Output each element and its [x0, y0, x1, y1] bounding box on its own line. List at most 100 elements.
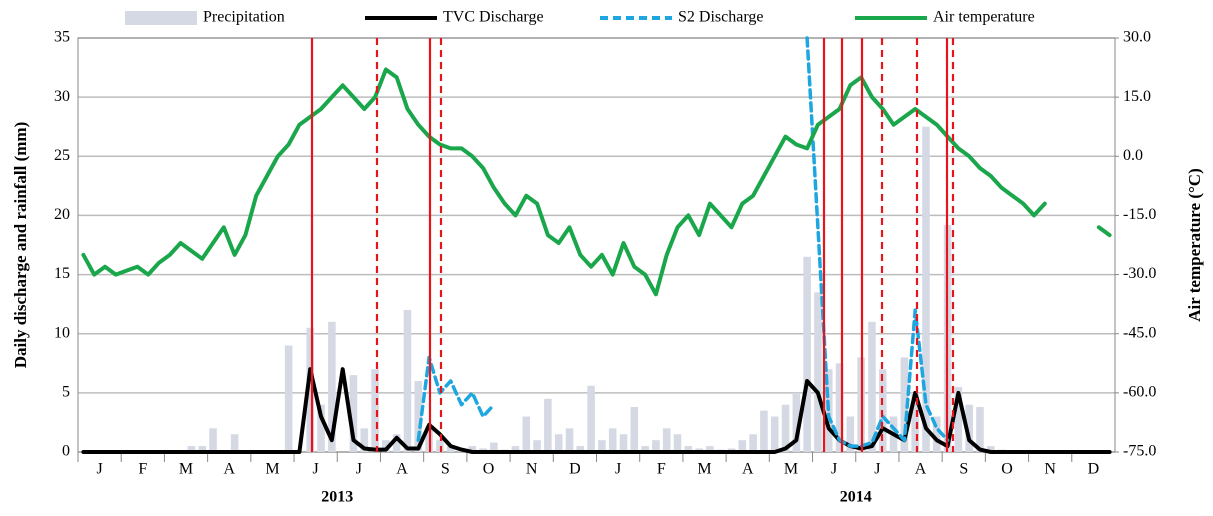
bar: [641, 446, 649, 452]
legend-label: Precipitation: [203, 9, 285, 26]
bar: [900, 357, 909, 452]
bar: [230, 434, 239, 452]
bar: [533, 440, 541, 452]
y2-tick-label: 15.0: [1123, 88, 1151, 105]
line: [81, 367, 1112, 454]
bar: [392, 434, 401, 452]
bar: [468, 446, 477, 452]
bar: [922, 126, 930, 452]
bar: [781, 404, 790, 452]
x-tick-label: J: [615, 461, 621, 478]
x-tick-label: D: [1088, 461, 1100, 478]
x-tick-label: M: [179, 461, 193, 478]
bar: [554, 434, 563, 452]
x-tick-label: F: [657, 461, 666, 478]
bar: [446, 446, 455, 452]
bar: [608, 428, 617, 452]
bar: [976, 407, 984, 452]
bar: [209, 428, 217, 452]
x-tick-label: J: [874, 461, 880, 478]
x-tick-label: A: [396, 461, 408, 478]
bar: [436, 440, 444, 452]
year-label: 2013: [321, 489, 353, 506]
bar: [414, 381, 423, 452]
bar: [619, 434, 628, 452]
legend-label: Air temperature: [933, 9, 1035, 26]
x-tick-label: A: [915, 461, 927, 478]
y-tick-label: 35: [54, 29, 70, 46]
bar: [306, 327, 315, 452]
y2-tick-label: -15.0: [1123, 206, 1156, 223]
bar: [932, 416, 941, 452]
bar: [706, 446, 714, 452]
y2-tick-label: -60.0: [1123, 384, 1156, 401]
bar: [738, 440, 747, 452]
x-tick-label: S: [441, 461, 450, 478]
y-tick-label: 15: [54, 265, 70, 282]
bar: [749, 434, 757, 452]
bar: [587, 385, 595, 452]
bar: [630, 407, 639, 452]
x-tick-label: N: [526, 461, 538, 478]
bar: [511, 446, 520, 452]
bar: [911, 392, 919, 452]
event-lines: [310, 38, 955, 452]
bar: [317, 404, 325, 452]
bar: [187, 446, 196, 452]
bar: [490, 442, 498, 452]
legend-label: TVC Discharge: [443, 9, 544, 26]
bar: [868, 321, 876, 452]
x-tick-label: J: [356, 461, 362, 478]
bar: [954, 386, 963, 452]
y2-tick-label: -75.0: [1123, 443, 1156, 460]
x-tick-label: J: [831, 461, 837, 478]
bar: [382, 440, 390, 452]
bar: [522, 416, 531, 452]
bar: [760, 410, 768, 452]
bar: [360, 428, 369, 452]
bar: [792, 392, 801, 452]
x-tick-label: J: [96, 461, 102, 478]
y2-tick-label: -30.0: [1123, 265, 1156, 282]
x-tick-label: M: [697, 461, 711, 478]
y2-tick-label: -45.0: [1123, 324, 1156, 341]
legend-swatch: [125, 11, 197, 25]
bar: [803, 256, 811, 452]
y-axis-title: Daily discharge and rainfall (mm): [11, 122, 30, 369]
bar: [662, 428, 671, 452]
bar: [198, 446, 207, 452]
y-tick-label: 20: [54, 206, 70, 223]
y2-tick-label: 0.0: [1123, 147, 1143, 164]
y2-tick-label: 30.0: [1123, 29, 1151, 46]
bar: [846, 416, 855, 452]
bar: [814, 292, 822, 452]
x-tick-label: O: [1001, 461, 1013, 478]
bar: [403, 310, 412, 452]
year-label: 2014: [840, 489, 872, 506]
x-tick-label: A: [742, 461, 754, 478]
bar: [328, 321, 336, 452]
bar: [349, 375, 358, 452]
bar: [598, 440, 606, 452]
x-tick-label: J: [313, 461, 319, 478]
x-tick-label: A: [223, 461, 235, 478]
bar: [673, 434, 682, 452]
x-tick-label: N: [1044, 461, 1056, 478]
y-tick-label: 0: [62, 443, 70, 460]
y2-axis-title: Air temperature (°C): [1185, 168, 1204, 321]
x-tick-label: M: [784, 461, 798, 478]
x-tick-label: S: [959, 461, 968, 478]
bar: [965, 404, 973, 452]
bar: [986, 446, 995, 452]
bar: [835, 363, 844, 452]
bar: [284, 345, 293, 452]
bar: [576, 446, 585, 452]
bar: [684, 446, 693, 452]
bar: [371, 369, 379, 452]
x-tick-label: M: [265, 461, 279, 478]
x-tick-label: F: [138, 461, 147, 478]
bar: [544, 398, 552, 452]
legend-label: S2 Discharge: [678, 9, 763, 26]
y-tick-label: 25: [54, 147, 70, 164]
